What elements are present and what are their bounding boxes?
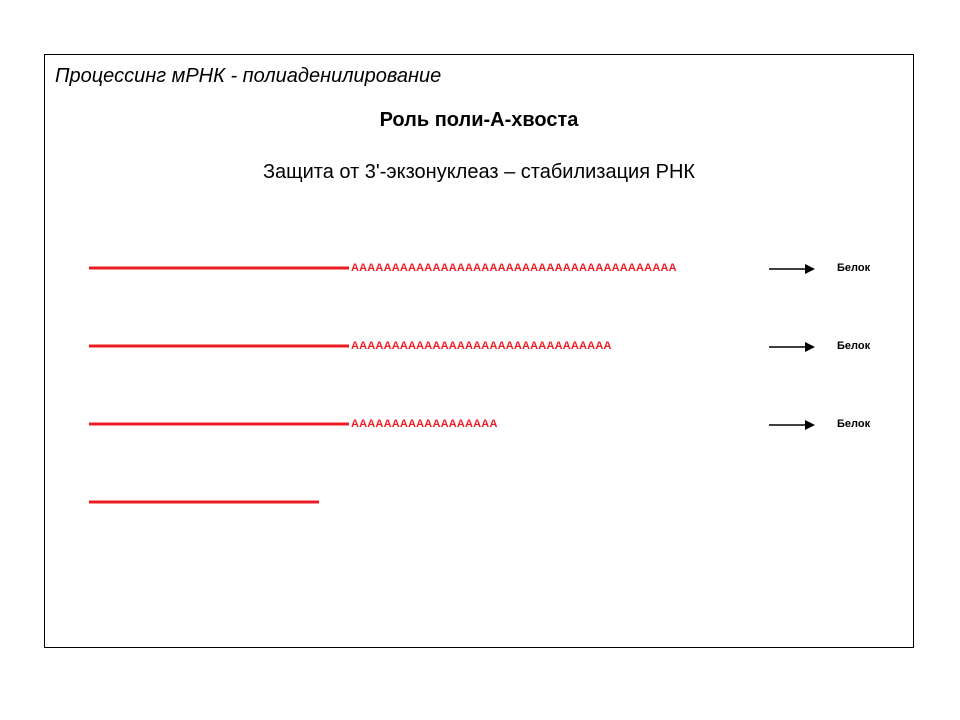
poly-a-tail: AAAAAAAAAAAAAAAAAA bbox=[351, 418, 498, 430]
slide-subtitle: Защита от 3'-экзонуклеаз – стабилизация … bbox=[45, 161, 913, 184]
arrow-icon bbox=[769, 418, 815, 430]
mrna-body-line bbox=[89, 423, 349, 426]
product-label: Белок bbox=[837, 340, 870, 352]
slide-frame: Процессинг мРНК - полиаденилирование Рол… bbox=[44, 54, 914, 648]
mrna-row: AAAAAAAAAAAAAAAAAA Белок bbox=[89, 412, 909, 436]
poly-a-tail: AAAAAAAAAAAAAAAAAAAAAAAAAAAAAAAA bbox=[351, 340, 612, 352]
slide-title: Роль поли-А-хвоста bbox=[45, 109, 913, 132]
mrna-body-line bbox=[89, 501, 319, 504]
arrow-icon bbox=[769, 340, 815, 352]
mrna-row: AAAAAAAAAAAAAAAAAAAAAAAAAAAAAAAA Белок bbox=[89, 334, 909, 358]
mrna-body-line bbox=[89, 345, 349, 348]
mrna-row: AAAAAAAAAAAAAAAAAAAAAAAAAAAAAAAAAAAAAAAA… bbox=[89, 256, 909, 280]
product-label: Белок bbox=[837, 262, 870, 274]
product-label: Белок bbox=[837, 418, 870, 430]
poly-a-tail: AAAAAAAAAAAAAAAAAAAAAAAAAAAAAAAAAAAAAAAA bbox=[351, 262, 677, 274]
arrow-icon bbox=[769, 262, 815, 274]
mrna-body-line bbox=[89, 267, 349, 270]
slide-header: Процессинг мРНК - полиаденилирование bbox=[55, 65, 441, 88]
mrna-row bbox=[89, 490, 909, 514]
